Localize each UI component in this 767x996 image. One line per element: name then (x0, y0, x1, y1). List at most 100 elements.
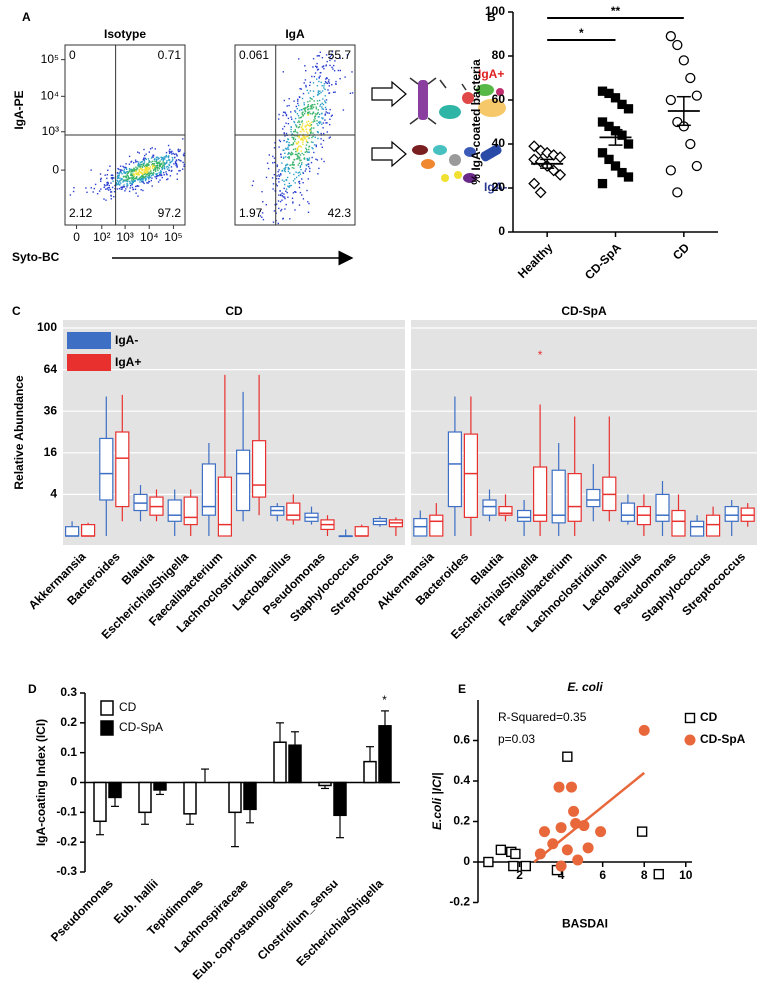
density-dot (322, 122, 325, 124)
density-dot (135, 192, 137, 194)
density-dot (143, 176, 145, 178)
density-dot (327, 80, 330, 83)
density-dot (137, 174, 140, 176)
density-dot (167, 165, 169, 168)
density-dot (309, 128, 312, 130)
density-dot (302, 172, 305, 174)
density-dot (295, 158, 298, 160)
density-dot (273, 157, 276, 159)
density-dot (313, 151, 315, 154)
density-dot (126, 180, 128, 183)
density-dot (165, 154, 167, 157)
box (64, 526, 80, 537)
density-dot (297, 98, 299, 101)
density-dot (304, 111, 307, 113)
density-dot (123, 184, 125, 186)
density-dot (161, 156, 163, 159)
density-dot (161, 166, 163, 169)
density-dot (292, 138, 295, 140)
density-dot (123, 170, 125, 172)
density-dot (162, 159, 165, 161)
density-dot (126, 183, 128, 185)
density-dot (287, 196, 289, 198)
density-dot (138, 163, 140, 165)
density-dot (301, 129, 303, 131)
density-dot (316, 62, 318, 65)
legend-swatch (67, 332, 111, 349)
density-dot (283, 132, 285, 134)
density-dot (284, 208, 286, 210)
density-dot (316, 69, 319, 71)
density-dot (310, 121, 313, 123)
density-dot (130, 168, 132, 170)
density-dot (295, 153, 298, 156)
density-dot (297, 141, 300, 143)
density-dot (150, 179, 152, 182)
density-dot (163, 164, 165, 166)
density-dot (153, 172, 155, 174)
density-dot (135, 166, 137, 168)
density-dot (280, 193, 282, 196)
density-dot (132, 169, 134, 171)
density-dot (69, 194, 72, 196)
density-dot (308, 148, 310, 151)
density-dot (143, 171, 145, 173)
point (528, 177, 541, 190)
y-tick-label: 0.2 (453, 814, 470, 828)
density-dot (306, 141, 308, 143)
panel-background (63, 320, 405, 545)
bar (138, 781, 152, 814)
box (447, 431, 462, 508)
density-dot (308, 151, 310, 153)
density-dot (148, 151, 150, 153)
density-dot (157, 167, 159, 169)
density-dot (166, 178, 168, 181)
density-dot (294, 110, 296, 112)
density-dot (171, 150, 173, 152)
density-dot (310, 106, 312, 109)
density-dot (351, 92, 354, 94)
density-dot (140, 189, 142, 191)
density-dot (143, 157, 145, 159)
x-tick-label: Pseudomonas (48, 876, 116, 944)
density-dot (287, 138, 289, 140)
density-dot (314, 115, 317, 117)
density-dot (320, 143, 322, 145)
density-dot (166, 168, 169, 170)
density-dot (106, 188, 108, 190)
density-dot (288, 168, 290, 170)
density-dot (123, 186, 126, 188)
density-dot (153, 164, 155, 167)
significance-mark: * (579, 26, 584, 40)
density-dot (143, 159, 146, 161)
density-dot (318, 167, 320, 170)
density-dot (159, 160, 161, 162)
density-dot (297, 143, 299, 145)
density-dot (147, 158, 150, 160)
density-dot (141, 166, 144, 168)
density-dot (287, 148, 290, 150)
plot-title: IgA (285, 27, 305, 41)
density-dot (281, 169, 283, 172)
density-dot (304, 151, 306, 153)
density-dot (145, 174, 148, 176)
density-dot (283, 149, 285, 151)
density-dot (319, 121, 322, 123)
density-dot (278, 194, 280, 196)
density-dot (104, 185, 106, 187)
x-tick-label: 0 (73, 230, 80, 244)
density-dot (108, 187, 111, 189)
density-dot (291, 197, 294, 199)
density-dot (286, 191, 288, 194)
density-dot (121, 188, 123, 190)
density-dot (151, 177, 153, 179)
density-dot (301, 137, 303, 139)
density-dot (307, 101, 309, 103)
density-dot (302, 182, 304, 184)
density-dot (155, 160, 157, 163)
density-dot (292, 143, 295, 145)
point (520, 860, 531, 872)
density-dot (127, 178, 129, 181)
density-dot (304, 137, 307, 140)
density-dot (177, 149, 179, 151)
